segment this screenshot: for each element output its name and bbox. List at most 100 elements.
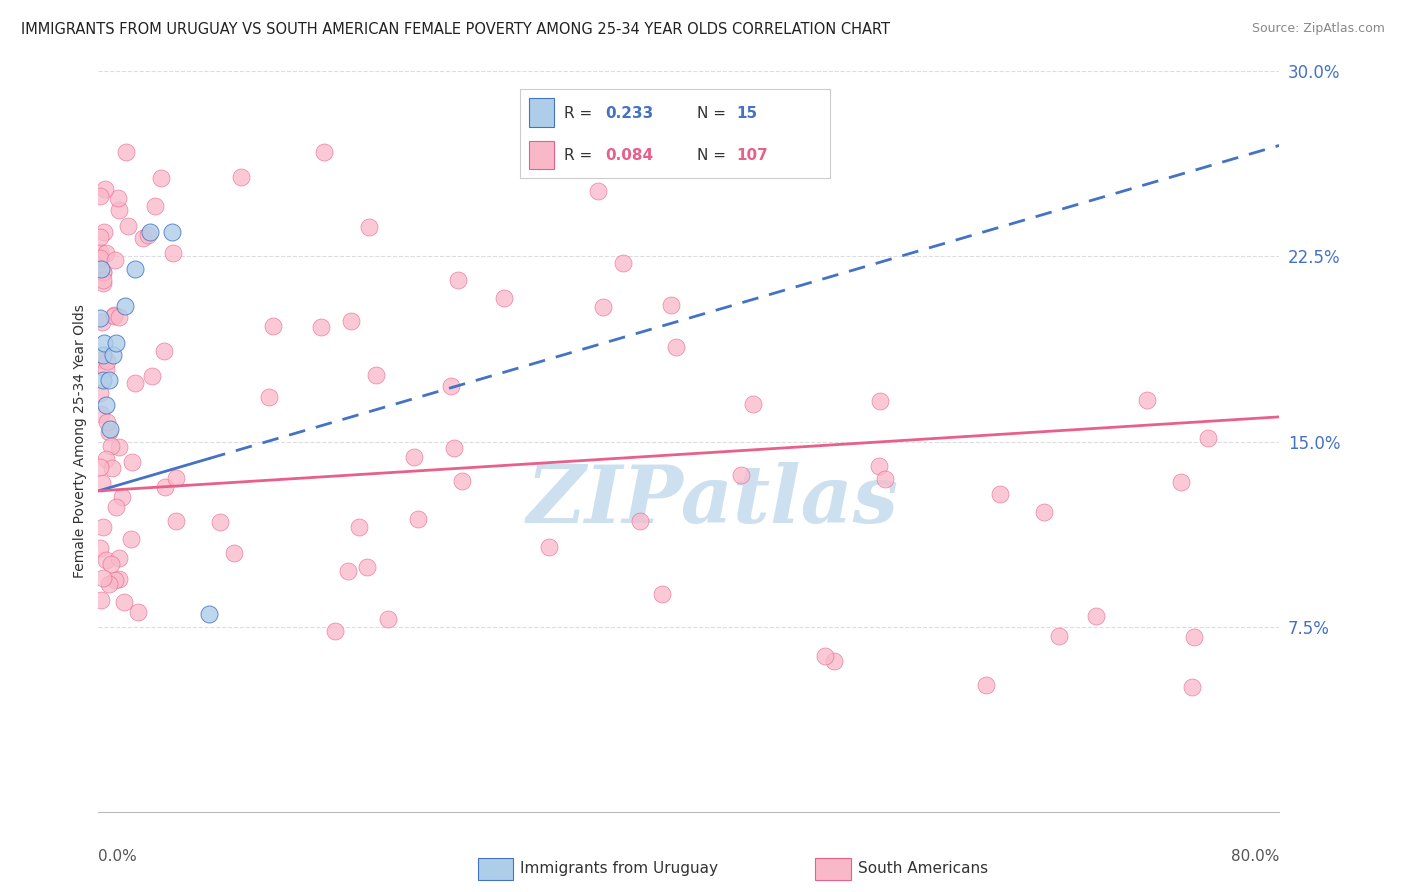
Point [91, 348, 114, 362]
Text: R =: R = [564, 148, 592, 162]
Point [89, 311, 111, 326]
Text: N =: N = [696, 106, 725, 120]
Point [97, 577, 120, 591]
Point [153, 344, 176, 359]
Point [93, 225, 115, 239]
Point [91, 520, 114, 534]
Point [347, 520, 370, 534]
Point [111, 491, 134, 505]
Bar [530, 98, 554, 127]
Point [108, 202, 131, 217]
Point [222, 546, 245, 560]
Point [105, 335, 128, 350]
Point [1182, 630, 1205, 644]
Point [873, 472, 896, 486]
Point [337, 564, 360, 578]
Point [165, 471, 187, 485]
Point [149, 171, 172, 186]
Point [592, 300, 614, 314]
Point [90, 261, 112, 276]
Point [104, 573, 127, 587]
Y-axis label: Female Poverty Among 25-34 Year Olds: Female Poverty Among 25-34 Year Olds [73, 304, 87, 579]
Point [823, 654, 845, 668]
Point [107, 440, 129, 454]
Point [89, 541, 111, 556]
Point [121, 455, 143, 469]
Point [198, 607, 221, 622]
Point [94, 452, 117, 467]
Point [101, 461, 124, 475]
Point [665, 340, 688, 354]
Point [440, 379, 463, 393]
Point [112, 595, 135, 609]
Point [136, 228, 159, 243]
Text: 0.233: 0.233 [606, 106, 654, 120]
Point [91, 352, 114, 367]
Point [447, 272, 470, 286]
Text: 0.0%: 0.0% [98, 849, 138, 863]
Point [121, 532, 143, 546]
Point [208, 515, 231, 529]
Point [1033, 505, 1056, 519]
Point [124, 376, 146, 390]
Point [94, 182, 117, 196]
Point [143, 199, 166, 213]
Point [94, 553, 117, 567]
Point [91, 475, 114, 490]
Point [107, 310, 129, 325]
Point [91, 265, 114, 279]
Point [659, 297, 682, 311]
Point [100, 439, 122, 453]
Point [107, 572, 129, 586]
Point [537, 540, 560, 554]
Point [402, 450, 425, 465]
Point [356, 560, 378, 574]
Point [96, 245, 118, 260]
Point [141, 368, 163, 383]
Point [586, 184, 609, 198]
Point [1047, 630, 1070, 644]
Point [311, 319, 333, 334]
Point [124, 261, 146, 276]
Point [91, 276, 114, 290]
Point [443, 441, 465, 455]
Point [257, 391, 280, 405]
Point [91, 273, 114, 287]
Point [868, 459, 890, 474]
Point [139, 225, 162, 239]
Point [359, 219, 381, 234]
Point [165, 514, 187, 528]
Point [114, 299, 136, 313]
Point [96, 354, 118, 368]
Text: 107: 107 [737, 148, 769, 162]
Text: 15: 15 [737, 106, 758, 120]
Point [89, 188, 111, 202]
Text: Source: ZipAtlas.com: Source: ZipAtlas.com [1251, 22, 1385, 36]
Point [1136, 392, 1159, 407]
Point [741, 397, 763, 411]
Point [813, 648, 835, 663]
Point [89, 245, 111, 260]
Point [869, 393, 891, 408]
Point [325, 624, 347, 638]
Point [377, 612, 399, 626]
Point [89, 230, 111, 244]
Text: ZIPatlas: ZIPatlas [526, 462, 898, 540]
Point [104, 252, 127, 267]
Bar [530, 141, 554, 169]
Point [364, 368, 387, 382]
Point [408, 512, 430, 526]
Text: South Americans: South Americans [858, 862, 988, 876]
Point [98, 422, 121, 436]
Point [628, 514, 651, 528]
Point [162, 245, 184, 260]
Text: IMMIGRANTS FROM URUGUAY VS SOUTH AMERICAN FEMALE POVERTY AMONG 25-34 YEAR OLDS C: IMMIGRANTS FROM URUGUAY VS SOUTH AMERICA… [21, 22, 890, 37]
Point [94, 398, 117, 412]
Point [96, 415, 118, 429]
Point [1170, 475, 1192, 490]
Point [100, 557, 122, 571]
Point [114, 145, 136, 159]
Point [96, 362, 118, 376]
Point [153, 480, 176, 494]
Point [103, 309, 125, 323]
